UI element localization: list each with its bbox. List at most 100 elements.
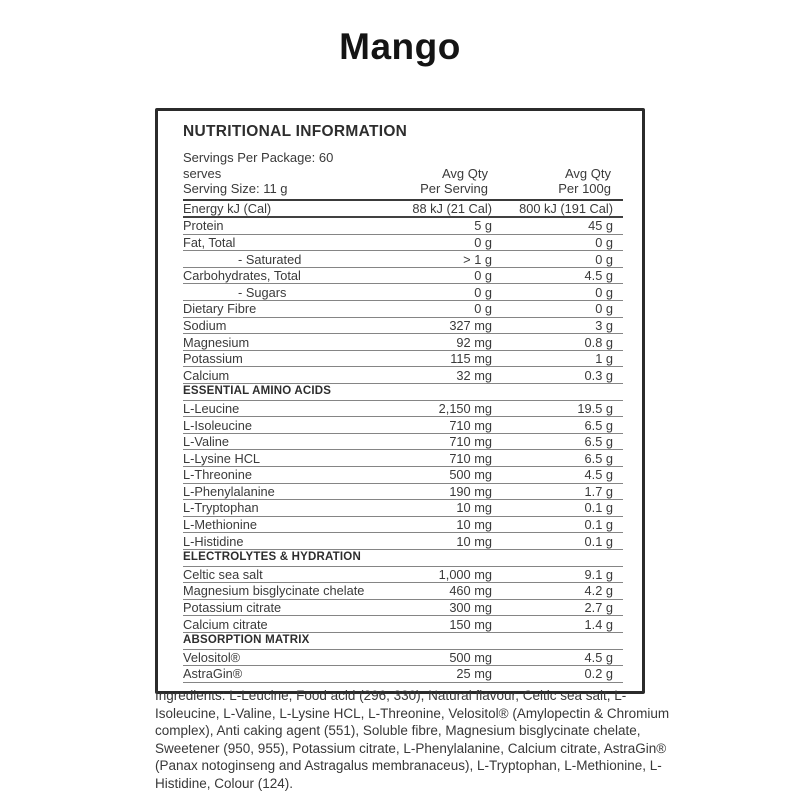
col-header-per-100g: Avg Qty Per 100g: [492, 166, 623, 197]
table-row: - Sugars 0 g 0 g: [183, 284, 623, 302]
row-qty-per-100g: 6.5 g: [584, 434, 613, 450]
row-qty-per-serving: 150 mg: [449, 616, 492, 632]
row-qty-per-serving: 1,000 mg: [438, 566, 492, 582]
row-qty-per-serving: 327 mg: [449, 317, 492, 333]
row-qty-per-100g: 4.5 g: [584, 649, 613, 665]
row-label: Potassium: [183, 351, 243, 367]
section-header-row: ELECTROLYTES & HYDRATION: [183, 550, 623, 567]
row-qty-per-serving: 25 mg: [456, 666, 492, 682]
row-qty-per-serving: 300 mg: [449, 600, 492, 616]
row-label: Calcium citrate: [183, 616, 268, 632]
row-label: Carbohydrates, Total: [183, 268, 301, 284]
col-header-per-serving-line2: Per Serving: [420, 181, 488, 196]
row-qty-per-serving: 500 mg: [449, 649, 492, 665]
row-qty-per-100g: 0.1 g: [584, 533, 613, 549]
col-header-per-serving-line1: Avg Qty: [441, 165, 488, 181]
serving-size: Serving Size: 11 g: [183, 181, 288, 196]
row-label: Dietary Fibre: [183, 301, 257, 317]
table-row: Protein 5 g 45 g: [183, 218, 623, 235]
table-row: Dietary Fibre 0 g 0 g: [183, 301, 623, 318]
row-qty-per-100g: 0 g: [595, 284, 613, 300]
section-header-row: ESSENTIAL AMINO ACIDS: [183, 384, 623, 401]
row-qty-per-100g: 4.2 g: [584, 583, 613, 599]
table-row: L-Threonine 500 mg 4.5 g: [183, 467, 623, 484]
table-row: - Saturated > 1 g 0 g: [183, 251, 623, 268]
row-label: Calcium: [183, 367, 230, 383]
serving-info: Servings Per Package: 60 serves Serving …: [183, 150, 372, 197]
row-label: L-Histidine: [183, 533, 244, 549]
table-row: Magnesium 92 mg 0.8 g: [183, 334, 623, 351]
row-qty-per-100g: 0 g: [595, 234, 613, 250]
flavour-title: Mango: [339, 26, 461, 67]
table-row: Carbohydrates, Total 0 g 4.5 g: [183, 268, 623, 285]
row-label: Fat, Total: [183, 234, 236, 250]
table-row: Potassium 115 mg 1 g: [183, 351, 623, 368]
row-label: Energy kJ (Cal): [183, 200, 272, 216]
row-qty-per-serving: 10 mg: [456, 500, 492, 516]
table-row: Magnesium bisglycinate chelate 460 mg 4.2 …: [183, 583, 623, 600]
row-label: Protein: [183, 218, 224, 234]
row-qty-per-100g: 45 g: [588, 218, 613, 234]
ingredients-text: Ingredients: L-Leucine, Food acid (296, …: [155, 688, 670, 791]
row-qty-per-100g: 6.5 g: [584, 417, 613, 433]
table-row: Energy kJ (Cal) 88 kJ (21 Cal) 800 kJ (191…: [183, 201, 623, 219]
section-header-row: ABSORPTION MATRIX: [183, 633, 623, 650]
row-label: L-Valine: [183, 434, 230, 450]
row-qty-per-serving: 710 mg: [449, 450, 492, 466]
row-qty-per-serving: 32 mg: [456, 367, 492, 383]
row-label: Magnesium: [183, 334, 250, 350]
row-qty-per-serving: 0 g: [474, 284, 492, 300]
row-qty-per-100g: 0 g: [595, 251, 613, 267]
row-qty-per-100g: 9.1 g: [584, 566, 613, 582]
table-row: Celtic sea salt 1,000 mg 9.1 g: [183, 567, 623, 584]
row-qty-per-serving: 0 g: [474, 268, 492, 284]
table-row: L-Phenylalanine 190 mg 1.7 g: [183, 484, 623, 501]
panel-heading: NUTRITIONAL INFORMATION: [183, 123, 408, 140]
row-qty-per-100g: 0.3 g: [584, 367, 613, 383]
row-qty-per-serving: 115 mg: [450, 351, 492, 367]
table-row: Calcium 32 mg 0.3 g: [183, 367, 623, 385]
table-row: Fat, Total 0 g 0 g: [183, 235, 623, 252]
row-qty-per-100g: 4.5 g: [584, 467, 613, 483]
row-label: Magnesium bisglycinate chelate: [183, 583, 365, 599]
row-qty-per-100g: 3 g: [595, 317, 613, 333]
row-label: Celtic sea salt: [183, 566, 263, 582]
table-row: AstraGin® 25 mg 0.2 g: [183, 666, 623, 683]
row-qty-per-serving: 10 mg: [456, 517, 492, 533]
row-label: AstraGin®: [183, 666, 243, 682]
col-header-per-serving: Avg Qty Per Serving: [372, 166, 492, 197]
nutrition-panel: NUTRITIONAL INFORMATION Servings Per Pac…: [155, 108, 645, 694]
row-label: - Sugars: [238, 284, 287, 300]
row-qty-per-100g: 0.1 g: [584, 500, 613, 516]
table-row: Sodium 327 mg 3 g: [183, 318, 623, 335]
servings-per-package: Servings Per Package: 60 serves: [183, 150, 334, 181]
table-row: Calcium citrate 150 mg 1.4 g: [183, 616, 623, 633]
row-label: L-Lysine HCL: [183, 450, 261, 466]
nutrition-table: Energy kJ (Cal) 88 kJ (21 Cal) 800 kJ (191…: [183, 201, 623, 683]
table-row: L-Tryptophan 10 mg 0.1 g: [183, 500, 623, 517]
table-row: L-Valine 710 mg 6.5 g: [183, 434, 623, 451]
column-header-row: Servings Per Package: 60 serves Serving …: [183, 150, 623, 201]
table-row: L-Methionine 10 mg 0.1 g: [183, 517, 623, 534]
row-qty-per-serving: 710 mg: [449, 434, 492, 450]
row-qty-per-100g: 4.5 g: [584, 268, 613, 284]
row-label: - Saturated: [238, 251, 302, 267]
table-row: L-Lysine HCL 710 mg 6.5 g: [183, 450, 623, 467]
row-qty-per-serving: 190 mg: [449, 483, 492, 499]
row-qty-per-100g: 800 kJ (191 Cal): [519, 200, 613, 216]
row-label: Velositol®: [183, 649, 241, 665]
row-label: L-Phenylalanine: [183, 483, 275, 499]
row-qty-per-serving: 2,150 mg: [438, 400, 492, 416]
table-row: Potassium citrate 300 mg 2.7 g: [183, 600, 623, 617]
row-qty-per-100g: 0.2 g: [584, 666, 613, 682]
row-label: L-Threonine: [183, 467, 253, 483]
row-label: L-Tryptophan: [183, 500, 259, 516]
row-qty-per-100g: 2.7 g: [584, 600, 613, 616]
col-header-per-100g-line1: Avg Qty: [564, 165, 611, 181]
row-qty-per-100g: 0 g: [595, 301, 613, 317]
row-label: Potassium citrate: [183, 600, 282, 616]
row-qty-per-serving: 5 g: [474, 218, 492, 234]
row-qty-per-100g: 1.7 g: [584, 483, 613, 499]
row-qty-per-100g: 1.4 g: [584, 616, 613, 632]
row-qty-per-serving: 710 mg: [449, 417, 492, 433]
